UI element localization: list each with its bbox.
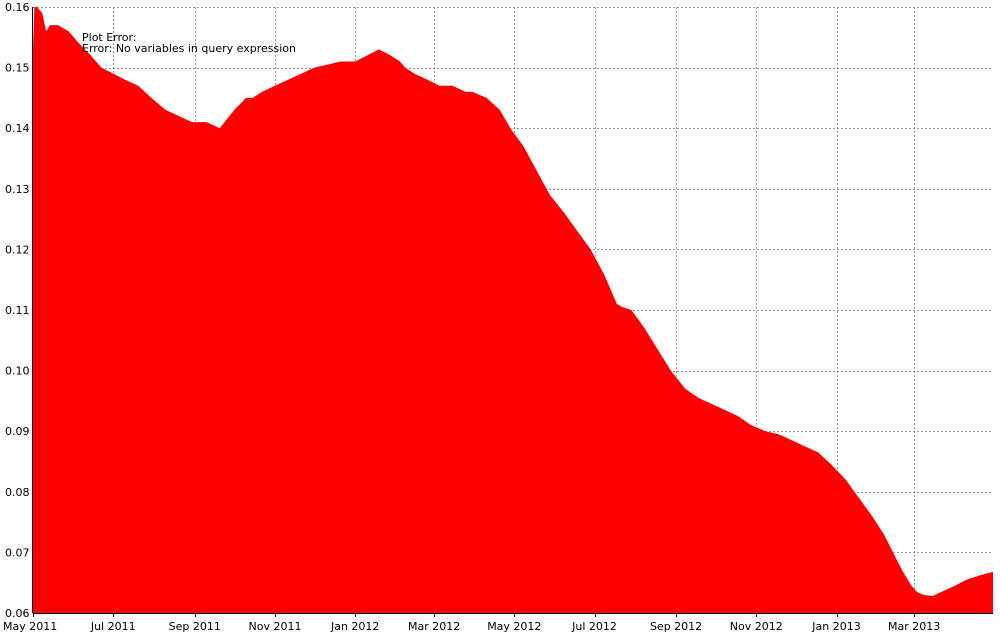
y-tick-label: 0.07 bbox=[5, 546, 30, 559]
y-tick-label: 0.15 bbox=[5, 62, 30, 75]
y-tick-label: 0.12 bbox=[5, 243, 30, 256]
x-tick-label: Nov 2012 bbox=[730, 620, 783, 633]
error-line-2: Error: No variables in query expression bbox=[82, 42, 296, 55]
y-tick-label: 0.14 bbox=[5, 122, 30, 135]
x-tick-label: May 2011 bbox=[3, 620, 57, 633]
x-tick-label: Jan 2013 bbox=[811, 620, 860, 633]
axes bbox=[32, 7, 993, 617]
y-tick-labels: 0.06 0.07 0.08 0.09 0.10 0.11 0.12 0.13 0.14 0.15… bbox=[5, 1, 30, 620]
y-tick-label: 0.09 bbox=[5, 425, 30, 438]
x-tick-label: Jul 2011 bbox=[90, 620, 136, 633]
y-tick-label: 0.08 bbox=[5, 486, 30, 499]
series-area bbox=[33, 7, 993, 613]
x-tick-label: Jul 2012 bbox=[571, 620, 617, 633]
y-tick-label: 0.06 bbox=[5, 607, 30, 620]
x-tick-label: Jan 2012 bbox=[330, 620, 379, 633]
x-tick-label: Sep 2011 bbox=[169, 620, 221, 633]
x-tick-label: May 2012 bbox=[487, 620, 541, 633]
x-tick-label: Nov 2011 bbox=[248, 620, 301, 633]
y-tick-label: 0.10 bbox=[5, 365, 30, 378]
y-tick-label: 0.16 bbox=[5, 1, 30, 14]
error-line-1: Plot Error: bbox=[82, 31, 137, 44]
error-annotation: Plot Error: Error: No variables in query… bbox=[82, 31, 296, 55]
x-tick-label: Sep 2012 bbox=[650, 620, 702, 633]
x-tick-labels: May 2011 Jul 2011 Sep 2011 Nov 2011 Jan 2012… bbox=[3, 620, 940, 633]
plot-area bbox=[33, 7, 993, 613]
y-tick-label: 0.13 bbox=[5, 183, 30, 196]
x-tick-label: Mar 2012 bbox=[408, 620, 460, 633]
x-tick-label: Mar 2013 bbox=[888, 620, 940, 633]
y-tick-label: 0.11 bbox=[5, 304, 30, 317]
